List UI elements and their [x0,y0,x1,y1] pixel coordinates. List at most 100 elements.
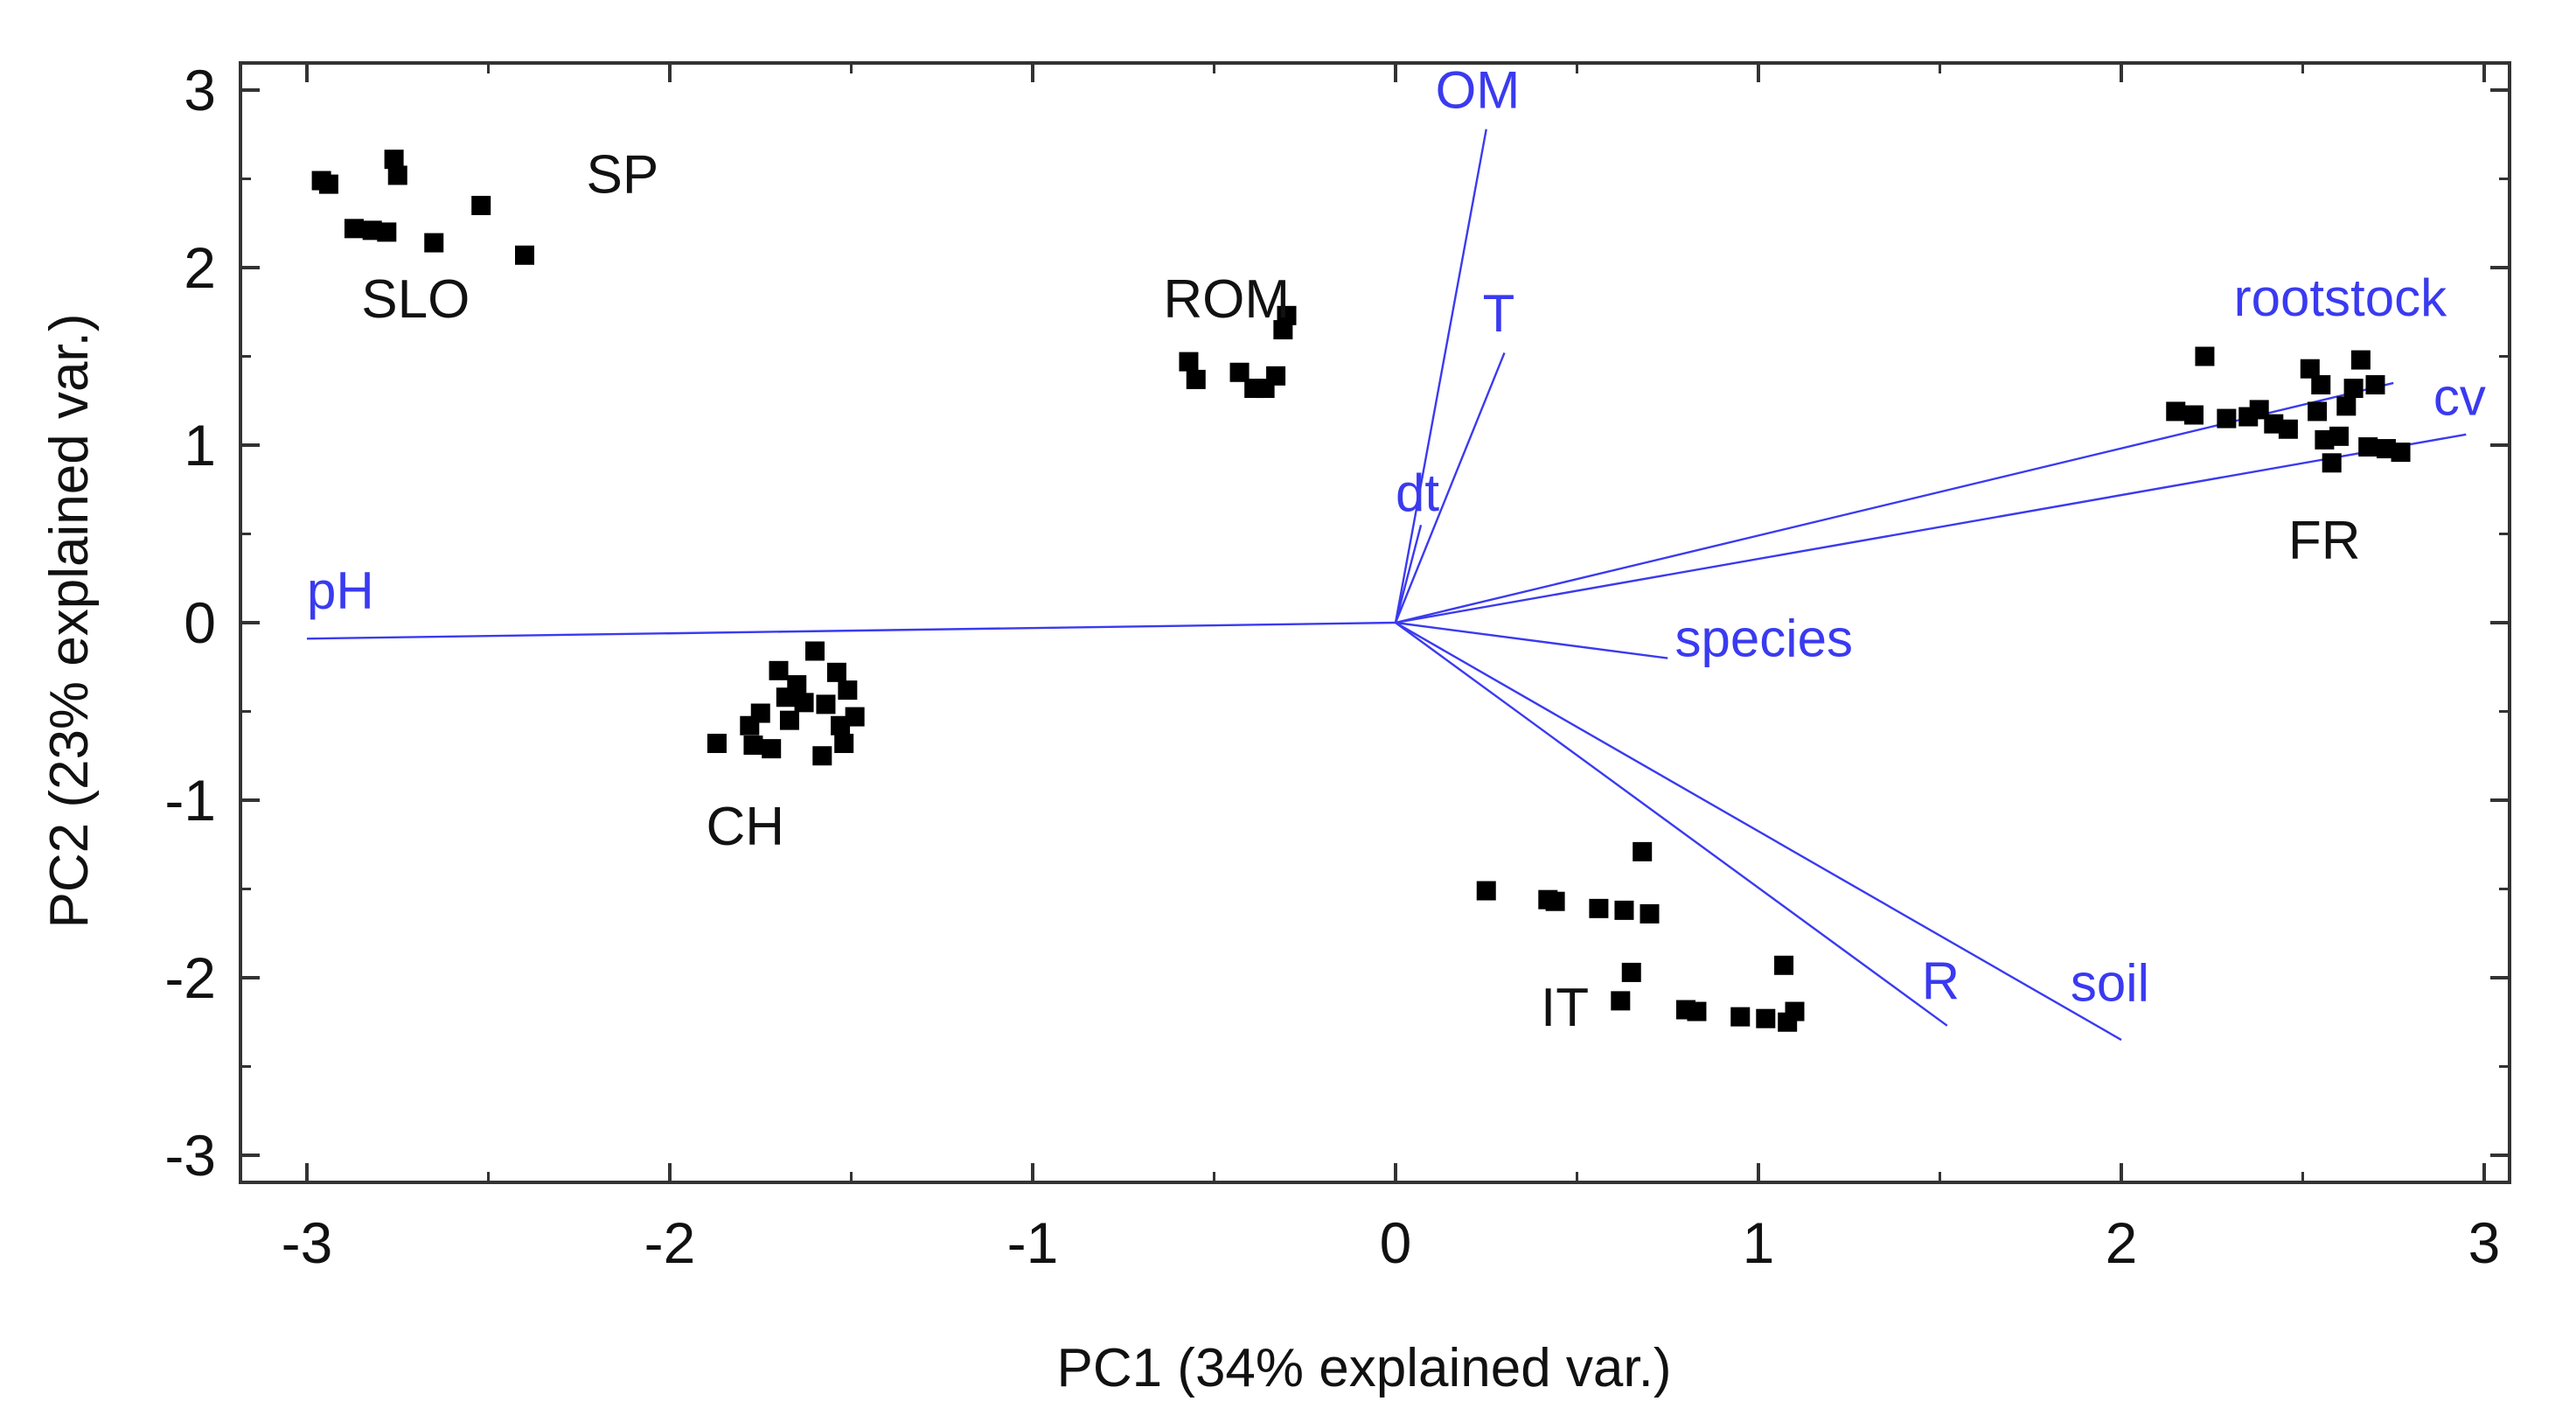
y-tick-label: 2 [184,235,216,300]
point-sp [515,245,534,265]
vector-soil-label: soil [2071,953,2149,1012]
vector-T-label: T [1483,284,1515,343]
point-ch [750,703,770,723]
point-ch [826,662,846,682]
point-rom [1266,366,1286,386]
y-tick-label: -3 [164,1123,216,1188]
point-it [1640,903,1660,924]
vector-species-line [1395,621,1668,659]
y-tick-label: 0 [184,590,216,655]
group-label-ch: CH [707,797,785,857]
vector-soil-line [1395,621,2122,1042]
point-ch [707,734,727,754]
point-fr [2322,453,2342,473]
point-ch [787,675,807,695]
point-fr [2311,374,2331,394]
y-tick-label: 1 [184,413,216,477]
point-it [1614,900,1634,920]
vector-OM-line [1394,129,1487,624]
point-fr [2166,401,2186,422]
y-tick-label: -1 [164,768,216,833]
vector-R-line [1395,622,1948,1027]
x-tick-label: 2 [2106,1210,2138,1275]
point-ch [779,710,799,730]
group-label-rom: ROM [1163,269,1290,330]
point-fr [2376,439,2396,459]
point-ch [816,694,836,714]
point-it [1756,1008,1776,1028]
point-fr [2391,443,2411,463]
point-ch [834,734,854,754]
loading-vectors [306,129,2467,1042]
point-fr [2264,414,2284,434]
point-it [1774,955,1794,975]
vector-cv-line [1395,433,2467,624]
point-slo [384,150,404,170]
point-rom [1277,305,1297,325]
point-fr [2184,405,2204,425]
point-fr [2365,374,2385,394]
point-ch [831,715,851,735]
vector-pH-line [306,621,1396,640]
point-fr [2300,359,2320,379]
vector-OM-label: OM [1436,60,1521,119]
x-tick-label: -2 [644,1210,696,1275]
group-label-fr: FR [2288,511,2361,571]
group-label-sp: SP [587,145,659,206]
point-rom [1179,352,1199,372]
point-it [1633,841,1653,861]
point-it [1785,1001,1805,1021]
point-fr [2195,346,2215,366]
point-it [1476,881,1496,901]
point-fr [2249,400,2269,420]
point-fr [2278,419,2298,439]
x-tick-label: -3 [282,1210,333,1275]
x-axis-title: PC1 (34% explained var.) [1056,1338,1671,1398]
point-ch [762,739,782,759]
point-slo [344,219,364,239]
point-ch [794,693,814,713]
point-ch [805,641,825,661]
point-slo [318,174,338,194]
vector-rootstock-label: rootstock [2234,268,2447,327]
point-slo [377,222,397,242]
point-it [1611,991,1631,1011]
vector-pH-label: pH [307,561,374,620]
point-ch [838,680,858,701]
point-ch [743,735,763,756]
x-tick-label: 3 [2468,1210,2501,1275]
vector-T-line [1394,352,1506,624]
point-ch [769,660,789,680]
point-fr [2308,401,2328,422]
vector-dt-label: dt [1396,464,1439,522]
x-tick-label: 1 [1743,1210,1775,1275]
y-tick-label: 3 [184,58,216,122]
point-rom [1229,362,1250,382]
group-label-slo: SLO [361,269,470,330]
point-it [1621,962,1641,982]
group-label-it: IT [1541,978,1589,1038]
vector-labels: OM Tdt pH species R soil rootstock cv [307,60,2486,1012]
point-fr [2315,429,2335,450]
y-tick-label: -2 [164,945,216,1010]
y-axis-title: PC2 (23% explained var.) [39,313,100,928]
axis-ticks: -3 -2 -1 0 1 2 3 -3 -2 -1 0 1 2 3 [164,58,2510,1275]
vector-species-label: species [1675,610,1853,668]
point-slo [387,165,407,185]
point-rom [1186,369,1206,389]
score-points [311,150,2411,1032]
point-ch [812,746,832,766]
group-labels: SP SLO ROM CH IT FR [361,145,2360,1038]
point-fr [2358,437,2378,457]
x-tick-label: -1 [1007,1210,1059,1275]
point-ch [845,707,865,727]
vector-dt-line [1394,525,1423,624]
point-slo [424,233,444,253]
point-it [1730,1007,1751,1027]
vector-R-label: R [1922,951,1960,1010]
point-fr [2336,396,2357,416]
point-fr [2329,426,2349,446]
vector-cv-label: cv [2433,367,2486,426]
